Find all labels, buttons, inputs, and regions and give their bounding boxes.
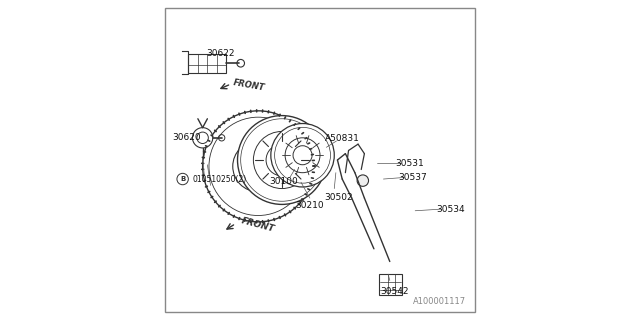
FancyBboxPatch shape xyxy=(188,54,227,73)
Circle shape xyxy=(271,124,334,187)
Text: 30100: 30100 xyxy=(269,177,298,186)
Circle shape xyxy=(237,60,244,67)
Text: 30620: 30620 xyxy=(172,133,201,142)
Circle shape xyxy=(203,111,314,222)
Circle shape xyxy=(357,175,369,186)
Text: 30502: 30502 xyxy=(324,193,353,202)
Text: FRONT: FRONT xyxy=(233,78,266,93)
Text: FRONT: FRONT xyxy=(240,216,275,234)
Circle shape xyxy=(237,116,326,204)
Text: 30542: 30542 xyxy=(380,287,409,296)
Text: 30210: 30210 xyxy=(296,202,324,211)
Circle shape xyxy=(177,173,188,185)
Text: 30531: 30531 xyxy=(396,159,424,168)
Text: 010510250(2): 010510250(2) xyxy=(192,174,246,184)
Text: 30622: 30622 xyxy=(206,49,234,58)
Text: B: B xyxy=(180,176,185,182)
Text: A50831: A50831 xyxy=(325,134,360,143)
Text: A100001117: A100001117 xyxy=(413,297,466,306)
Circle shape xyxy=(193,128,212,148)
Text: 30537: 30537 xyxy=(399,173,428,182)
Text: 30534: 30534 xyxy=(436,205,465,214)
FancyBboxPatch shape xyxy=(379,274,403,295)
